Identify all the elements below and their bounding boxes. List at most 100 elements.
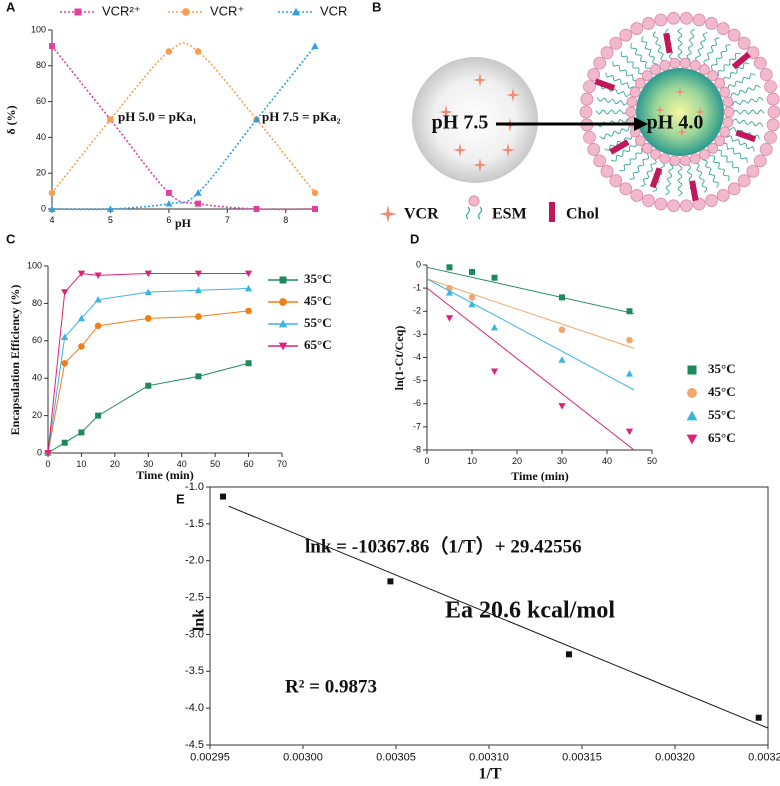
panel-label: D [410, 231, 419, 246]
lipid-tail [729, 118, 764, 127]
vcr-star [473, 158, 487, 172]
lipid-head [593, 56, 607, 70]
series-line [51, 42, 316, 194]
marker [558, 403, 566, 410]
y-tick-label: -4.5 [185, 739, 204, 751]
marker [626, 336, 633, 344]
lipid-head [667, 199, 680, 213]
marker [194, 189, 202, 196]
lipid-head [625, 106, 637, 118]
lipid-tail [595, 109, 631, 115]
y-tick-label: -1 [413, 283, 421, 293]
fit-line [426, 278, 635, 391]
lipid-head [705, 17, 718, 30]
series-line [47, 272, 249, 454]
y-tick-label: 100 [31, 24, 46, 34]
marker [195, 373, 202, 380]
x-tick-label: 30 [143, 459, 153, 469]
marker [74, 8, 82, 16]
lipid-head [753, 56, 767, 70]
y-tick-label: 40 [36, 132, 46, 142]
y-tick-label: -3.0 [185, 628, 204, 640]
series-line [47, 362, 249, 454]
lipid-head [629, 86, 641, 98]
x-tick-label: 40 [177, 459, 187, 469]
marker [445, 289, 454, 296]
y-tick-label: -7 [413, 421, 421, 431]
series-line [47, 310, 249, 454]
lipid-head [583, 80, 596, 94]
marker [755, 714, 762, 721]
y-tick-label: -2.0 [185, 555, 204, 567]
lipid-tail [605, 72, 636, 90]
ph-label: pH 4.0 [647, 112, 704, 134]
annotation: lnk = -10367.86（1/T）+ 29.42556 [305, 534, 582, 557]
y-tick-label: 40 [32, 373, 42, 383]
lipid-head [600, 46, 614, 60]
marker [491, 274, 498, 281]
marker [94, 296, 102, 303]
lipid-head [659, 59, 671, 71]
marker [490, 368, 499, 375]
marker [490, 323, 499, 331]
marker [48, 189, 56, 197]
x-tick-label: 40 [602, 456, 612, 466]
legend-label: 65°C [708, 430, 736, 445]
lipid-tail [686, 28, 695, 63]
lipid-head [626, 96, 638, 108]
marker [44, 450, 52, 457]
marker [558, 356, 566, 363]
marker [77, 314, 86, 322]
lipid-head [723, 106, 735, 118]
y-tick-label: 0 [416, 259, 421, 269]
lipid-tail [641, 36, 659, 68]
legend-label: VCR [404, 206, 439, 223]
lipid-head [714, 77, 726, 89]
x-axis-label: Time (min) [511, 469, 568, 483]
y-tick-label: -6 [413, 398, 421, 408]
marker [182, 8, 190, 16]
marker [291, 7, 301, 16]
x-tick-label: 7 [225, 215, 230, 225]
ph-label: pH 7.5 [432, 112, 489, 134]
legend-label: VCR⁺ [210, 3, 244, 18]
marker [311, 189, 319, 197]
marker [165, 200, 173, 207]
lipid-head [716, 22, 730, 35]
chol-bar [735, 129, 757, 143]
lipid-tail [702, 37, 720, 68]
marker [144, 315, 152, 322]
marker [446, 264, 453, 271]
panel-label: B [372, 0, 381, 14]
legend-lipid-head [468, 195, 480, 207]
marker [311, 42, 319, 49]
lipid-head [764, 80, 777, 94]
lipid-head [719, 126, 731, 138]
chol-bar [689, 180, 699, 202]
lipid-tail [612, 61, 640, 83]
marker [194, 270, 203, 278]
lipid-tail [599, 125, 633, 140]
lipid-head [727, 182, 741, 196]
marker [220, 493, 227, 500]
neutral-vesicle [412, 57, 538, 183]
y-tick-label: -1.0 [185, 481, 204, 493]
lipid-head [641, 143, 653, 154]
legend-label: VCR [320, 3, 347, 18]
vcr-star [675, 87, 685, 97]
lipid-head [642, 17, 655, 30]
marker [686, 434, 698, 445]
lipid-tail [619, 146, 645, 172]
lipid-head [650, 149, 661, 160]
y-tick-label: -8 [413, 444, 421, 454]
x-tick-label: 0.00305 [376, 752, 416, 764]
marker [94, 272, 102, 279]
lipid-head [692, 197, 706, 211]
x-tick-label: 0.00325 [748, 752, 780, 764]
acidic-core [636, 68, 724, 156]
lipid-tail [720, 62, 750, 84]
marker [94, 322, 102, 330]
x-axis-label: pH [175, 216, 192, 230]
lipid-tail [729, 109, 765, 115]
marker [106, 205, 115, 212]
